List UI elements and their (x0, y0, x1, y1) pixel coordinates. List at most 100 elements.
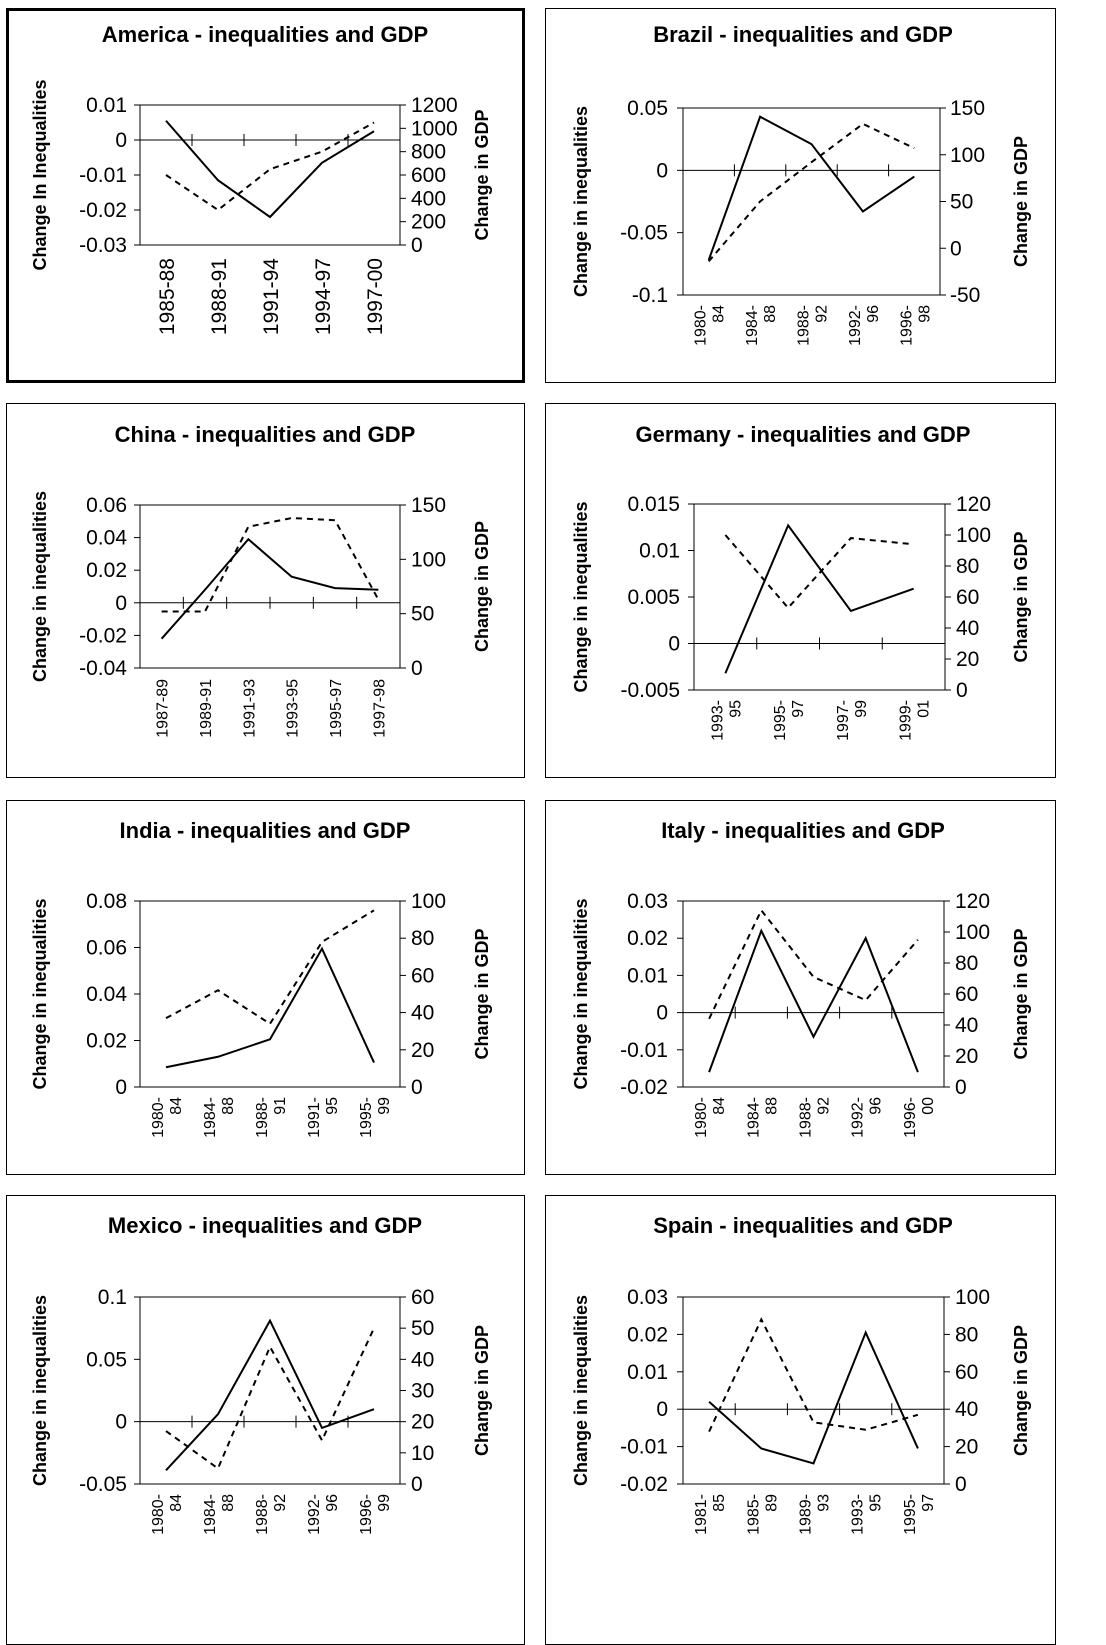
chart-frame (6, 1195, 525, 1645)
y-axis-label: Change in inequalities (30, 1295, 50, 1486)
gdp-series-line (161, 517, 380, 613)
y-tick-label: -0.03 (79, 234, 127, 257)
category-label-line: 1995- (358, 1097, 375, 1138)
category-label-line: 1992- (850, 1097, 867, 1138)
y2-tick-label: 20 (955, 1436, 978, 1459)
y2-tick-label: 40 (411, 1348, 434, 1371)
category-label: 1999- 01 (898, 700, 933, 741)
category-label: 1984- 88 (202, 1097, 237, 1138)
category-label-line: 92 (272, 1494, 289, 1512)
category-label-line: 84 (711, 305, 728, 323)
category-label-line: 00 (920, 1097, 937, 1115)
inequality-series-line (160, 537, 379, 640)
chart-title: Brazil - inequalities and GDP (653, 22, 953, 47)
y-tick-label: -0.02 (620, 1076, 668, 1099)
category-label-line: 99 (376, 1494, 393, 1512)
y-tick-label: -0.01 (79, 164, 127, 187)
category-label-line: 1995- (772, 700, 789, 741)
gdp-series-line (708, 1317, 919, 1433)
category-label-line: 1988- (254, 1494, 271, 1535)
y2-tick-label: 0 (956, 679, 968, 702)
category-label-line: 1989- (798, 1494, 815, 1535)
category-label-line: 1984- (202, 1494, 219, 1535)
category-label-line: 99 (853, 700, 870, 718)
y2-tick-label: 80 (955, 1323, 978, 1346)
y2-tick-label: 60 (955, 1361, 978, 1384)
y2-tick-label: 100 (411, 548, 446, 571)
y2-tick-label: 0 (955, 1473, 967, 1496)
gdp-series-line (724, 534, 914, 610)
category-label-line: 96 (865, 305, 882, 323)
y2-tick-label: 60 (411, 964, 434, 987)
y2-tick-label: 1000 (411, 117, 458, 140)
category-label-line: 97 (920, 1494, 937, 1512)
category-label-line: 1980- (150, 1494, 167, 1535)
category-label: 1991-93 (241, 679, 258, 738)
y2-tick-label: 100 (955, 921, 990, 944)
category-label-line: 1997-98 (371, 679, 388, 738)
y-tick-label: 0.08 (86, 890, 127, 913)
y2-tick-label: 60 (956, 586, 979, 609)
y2-tick-label: 50 (411, 603, 434, 626)
y2-tick-label: 80 (411, 927, 434, 950)
category-label: 1996- 99 (358, 1494, 393, 1535)
chart-title: Italy - inequalities and GDP (661, 818, 945, 843)
y2-tick-label: 0 (411, 657, 423, 680)
y-tick-label: 0.03 (627, 1286, 668, 1309)
category-label: 1992- 96 (306, 1494, 341, 1535)
y2-axis-label: Change in GDP (1011, 928, 1031, 1059)
category-label-line: 1991-94 (260, 258, 283, 335)
y2-axis-label: Change in GDP (472, 928, 492, 1059)
y2-tick-label: 40 (955, 1014, 978, 1037)
category-label-line: 92 (814, 305, 831, 323)
category-label-line: 1996- (898, 305, 915, 346)
category-label-line: 1985-88 (156, 258, 179, 335)
y2-tick-label: 120 (956, 493, 991, 516)
category-label-line: 1988- (796, 305, 813, 346)
y-tick-label: 0.04 (86, 983, 127, 1006)
category-label-line: 1984- (745, 1097, 762, 1138)
y2-axis-label: Change in GDP (472, 1325, 492, 1456)
category-label-line: 1991- (306, 1097, 323, 1138)
y-tick-label: 0.005 (627, 586, 680, 609)
y-tick-label: 0 (115, 1411, 127, 1434)
y-tick-label: 0.01 (627, 964, 668, 987)
y2-tick-label: -50 (950, 284, 980, 307)
chart-title: Spain - inequalities and GDP (653, 1213, 953, 1238)
category-label-line: 84 (168, 1097, 185, 1115)
y2-tick-label: 10 (411, 1442, 434, 1465)
y-tick-label: -0.04 (79, 657, 127, 680)
category-label: 1988- 92 (798, 1097, 833, 1138)
y2-tick-label: 50 (411, 1317, 434, 1340)
y2-tick-label: 100 (411, 890, 446, 913)
y2-tick-label: 0 (955, 1076, 967, 1099)
y-tick-label: -0.1 (632, 284, 668, 307)
y-tick-label: 0 (668, 633, 680, 656)
y-axis-label: Change in inequalities (571, 501, 591, 692)
category-label-line: 1993-95 (285, 679, 302, 738)
y-tick-label: 0.02 (86, 559, 127, 582)
y-tick-label: 0.01 (627, 1361, 668, 1384)
chart-frame (6, 403, 525, 778)
category-label-line: 95 (324, 1097, 341, 1115)
y2-axis-label: Change in GDP (1011, 136, 1031, 267)
y-tick-label: 0.05 (627, 97, 668, 120)
gdp-series-line (165, 121, 375, 212)
category-label-line: 1980- (693, 1097, 710, 1138)
category-label: 1988-91 (254, 1097, 289, 1138)
y2-axis-label: Change in GDP (472, 109, 492, 240)
category-label-line: 1992- (306, 1494, 323, 1535)
y-tick-label: -0.01 (620, 1436, 668, 1459)
y-tick-label: -0.02 (620, 1473, 668, 1496)
category-label-line: 95 (727, 700, 744, 718)
y-tick-label: -0.02 (79, 624, 127, 647)
y2-axis-label: Change in GDP (1011, 1325, 1031, 1456)
y-axis-label: Change in inequalities (571, 1295, 591, 1486)
y-tick-label: -0.05 (620, 222, 668, 245)
category-label: 1995-97 (902, 1494, 937, 1535)
category-label: 1987-89 (155, 679, 172, 738)
y2-axis-label: Change in GDP (1011, 531, 1031, 662)
